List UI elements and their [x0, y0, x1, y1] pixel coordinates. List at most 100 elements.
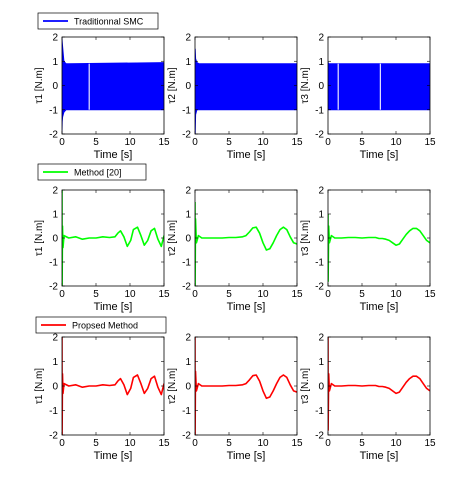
x-tick-label: 10 [390, 289, 402, 300]
x-tick-label: 15 [424, 137, 436, 148]
y-tick-label: -1 [315, 258, 324, 269]
y-tick-label: 0 [318, 81, 324, 92]
data-layer [328, 61, 430, 111]
legend-row1: Traditionnal SMC [37, 12, 159, 30]
y-axis-label: τ3 [N.m] [300, 67, 311, 103]
chattering-band [62, 37, 164, 134]
x-tick-label: 0 [192, 137, 198, 148]
x-axis-label: Time [s] [227, 450, 266, 462]
x-tick-label: 0 [59, 137, 65, 148]
x-tick-label: 0 [325, 137, 331, 148]
y-tick-label: -2 [315, 431, 324, 442]
y-tick-label: -2 [182, 431, 191, 442]
y-tick-label: 1 [318, 210, 324, 221]
data-layer [195, 337, 297, 435]
x-tick-label: 0 [192, 289, 198, 300]
x-tick-label: 0 [192, 438, 198, 449]
y-tick-label: 1 [185, 57, 191, 68]
x-axis-label: Time [s] [360, 301, 399, 313]
y-tick-label: -1 [49, 258, 58, 269]
y-axis-label: τ1 [N.m] [34, 67, 45, 103]
y-tick-label: 2 [185, 186, 191, 197]
x-axis-label: Time [s] [360, 149, 399, 161]
y-axis-label: τ2 [N.m] [167, 67, 178, 103]
y-tick-label: -2 [315, 282, 324, 293]
y-tick-label: 2 [52, 33, 58, 44]
y-tick-label: -1 [182, 406, 191, 417]
x-tick-label: 0 [59, 289, 65, 300]
x-axis-label: Time [s] [227, 301, 266, 313]
y-tick-label: 0 [185, 81, 191, 92]
series-line [195, 201, 297, 286]
x-tick-label: 5 [93, 137, 99, 148]
y-tick-label: 2 [185, 33, 191, 44]
x-tick-label: 10 [124, 289, 136, 300]
series-line [328, 213, 430, 282]
legend-row3: Propsed Method [35, 316, 167, 334]
y-tick-label: -1 [315, 105, 324, 116]
x-tick-label: 5 [93, 438, 99, 449]
data-layer [328, 213, 430, 282]
y-tick-label: 0 [52, 234, 58, 245]
x-axis-label: Time [s] [227, 149, 266, 161]
x-tick-label: 15 [424, 438, 436, 449]
series-line [195, 337, 297, 435]
x-tick-label: 10 [390, 137, 402, 148]
y-tick-label: 2 [52, 333, 58, 344]
y-tick-label: 0 [318, 234, 324, 245]
y-axis-label: τ2 [N.m] [167, 368, 178, 404]
y-tick-label: -1 [182, 105, 191, 116]
y-tick-label: -2 [49, 130, 58, 141]
y-tick-label: 0 [185, 382, 191, 393]
x-tick-label: 0 [59, 438, 65, 449]
x-tick-label: 10 [390, 438, 402, 449]
legend-box [35, 316, 167, 334]
x-tick-label: 5 [226, 289, 232, 300]
legend-box [37, 163, 147, 181]
chattering-band [328, 61, 430, 111]
legend-row2: Method [20] [37, 163, 147, 181]
x-tick-label: 0 [325, 438, 331, 449]
x-tick-label: 15 [291, 289, 303, 300]
y-tick-label: -2 [182, 130, 191, 141]
y-tick-label: -2 [315, 130, 324, 141]
x-axis-label: Time [s] [360, 450, 399, 462]
x-tick-label: 15 [291, 438, 303, 449]
y-tick-label: 0 [185, 234, 191, 245]
y-tick-label: 1 [52, 57, 58, 68]
data-layer [195, 201, 297, 286]
y-tick-label: 2 [52, 186, 58, 197]
y-tick-label: -2 [49, 282, 58, 293]
x-tick-label: 5 [226, 438, 232, 449]
y-tick-label: -1 [49, 406, 58, 417]
y-tick-label: 1 [52, 210, 58, 221]
x-axis-label: Time [s] [94, 450, 133, 462]
x-tick-label: 10 [124, 137, 136, 148]
y-tick-label: 1 [185, 210, 191, 221]
y-tick-label: 2 [318, 186, 324, 197]
legend-label: Method [20] [74, 168, 122, 178]
legend-label: Traditionnal SMC [74, 17, 144, 27]
y-tick-label: -1 [315, 406, 324, 417]
y-tick-label: 0 [318, 382, 324, 393]
x-tick-label: 5 [359, 438, 365, 449]
y-tick-label: 0 [52, 382, 58, 393]
x-tick-label: 15 [291, 137, 303, 148]
x-tick-label: 5 [93, 289, 99, 300]
x-tick-label: 10 [257, 289, 269, 300]
y-tick-label: 1 [318, 57, 324, 68]
series-line [62, 337, 164, 435]
x-tick-label: 0 [325, 289, 331, 300]
x-tick-label: 5 [359, 137, 365, 148]
data-layer [62, 37, 164, 134]
series-line [62, 190, 164, 286]
x-tick-label: 5 [359, 289, 365, 300]
series-line [328, 337, 430, 431]
x-tick-label: 5 [226, 137, 232, 148]
